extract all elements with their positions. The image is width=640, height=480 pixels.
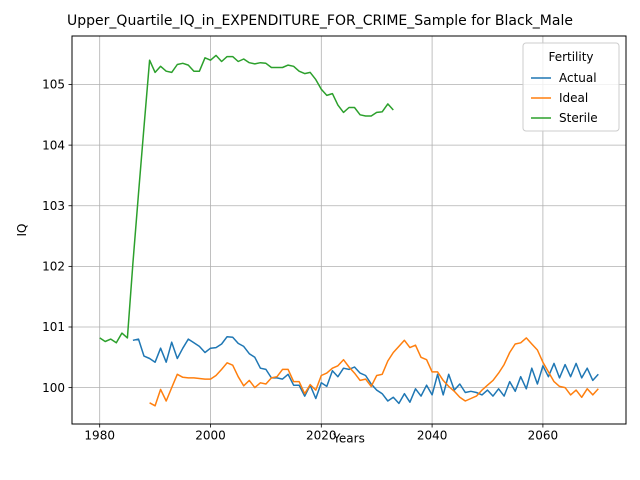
axes-frame [71, 35, 627, 425]
y-axis-label: IQ [15, 224, 29, 237]
legend-label-ideal: Ideal [559, 91, 588, 105]
y-tick-label: 103 [42, 199, 65, 213]
x-tick-label: 2000 [195, 429, 226, 443]
series-line-actual [132, 335, 599, 405]
gridlines [72, 36, 626, 424]
y-axis-ticks: 100 101 102 103 104 105 [42, 78, 72, 395]
x-tick-label: 2060 [528, 429, 559, 443]
x-tick-label: 1980 [84, 429, 115, 443]
x-tick-label: 2040 [417, 429, 448, 443]
legend-label-sterile: Sterile [559, 111, 598, 125]
x-axis-ticks: 1980 2000 2020 2040 2060 [84, 424, 558, 443]
series-line-sterile [99, 54, 394, 344]
chart-title: Upper_Quartile_IQ_in_EXPENDITURE_FOR_CRI… [67, 13, 573, 29]
legend-box [522, 42, 620, 132]
y-tick-label: 104 [42, 138, 65, 152]
x-axis-label: Years [332, 432, 365, 446]
series-lines [99, 54, 599, 407]
legend-entries: Actual Ideal Sterile [531, 71, 598, 125]
y-tick-label: 101 [42, 320, 65, 334]
x-tick-label: 2020 [306, 429, 337, 443]
y-tick-label: 100 [42, 381, 65, 395]
legend-title: Fertility [548, 50, 593, 64]
legend-label-actual: Actual [559, 71, 597, 85]
y-tick-label: 105 [42, 78, 65, 92]
legend: Fertility Actual Ideal Sterile [522, 42, 620, 132]
y-tick-label: 102 [42, 260, 65, 274]
series-line-ideal [149, 337, 599, 407]
